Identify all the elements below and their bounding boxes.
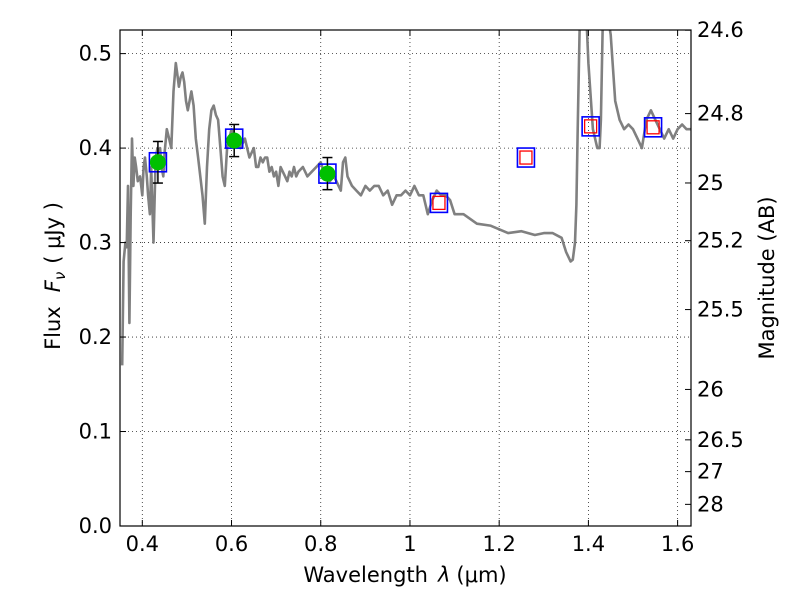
right-tick-label: 24.8 <box>697 102 744 126</box>
y-axis-title-text: Flux <box>41 306 65 350</box>
right-tick-label: 26 <box>697 377 724 401</box>
right-tick-label: 27 <box>697 460 724 484</box>
x-tick-label: 1.4 <box>572 532 605 556</box>
marker-layer <box>148 116 663 214</box>
x-ticks: 0.4 0.6 0.8 1 1.2 1.4 1.6 <box>126 30 694 556</box>
right-axis-title: Magnitude (AB) <box>755 196 779 359</box>
right-tick-label: 25.5 <box>697 298 744 322</box>
x-axis-title-text: Wavelength <box>303 563 428 587</box>
observed-point <box>319 165 336 182</box>
model-photometry-inner-box <box>646 120 660 135</box>
series-layer <box>120 30 691 366</box>
right-ticks: 24.6 24.8 25 25.2 25.5 26 26.5 27 28 <box>685 18 744 516</box>
observed-point <box>149 154 166 171</box>
observed-point <box>226 132 243 149</box>
model-photometry-box <box>643 117 663 138</box>
y-axis-title: Flux Fν ( μJy ) <box>41 202 69 350</box>
y-tick-label: 0.3 <box>79 231 112 255</box>
model-photometry-inner-box <box>583 119 598 134</box>
x-axis-title: Wavelength λ (μm) <box>303 563 506 587</box>
right-tick-label: 26.5 <box>697 428 744 452</box>
x-tick-label: 1.6 <box>661 532 694 556</box>
y-tick-label: 0.4 <box>79 136 112 160</box>
right-tick-label: 25 <box>697 171 724 195</box>
y-tick-label: 0.2 <box>79 325 112 349</box>
x-tick-label: 1 <box>403 532 416 556</box>
x-axis-title-unit: (μm) <box>456 563 506 587</box>
model-photometry-box <box>581 116 600 137</box>
y-axis-title-unit: ( μJy ) <box>41 202 65 264</box>
sed-model-line <box>120 30 691 366</box>
y-tick-label: 0.0 <box>79 514 112 538</box>
x-tick-label: 0.8 <box>304 532 337 556</box>
right-tick-label: 24.6 <box>697 18 744 42</box>
y-tick-label: 0.1 <box>79 420 112 444</box>
x-tick-label: 0.4 <box>126 532 159 556</box>
grid <box>120 30 691 527</box>
model-photometry-inner-box <box>432 195 446 211</box>
plot-frame <box>119 29 692 527</box>
x-tick-label: 1.2 <box>482 532 515 556</box>
y-tick-label: 0.5 <box>79 42 112 66</box>
right-tick-label: 25.2 <box>697 229 744 253</box>
model-photometry-box <box>516 147 536 168</box>
y-ticks: 0.0 0.1 0.2 0.3 0.4 0.5 <box>79 42 126 538</box>
y-axis-title-symbol: F <box>41 279 65 292</box>
right-tick-label: 28 <box>697 492 724 516</box>
model-photometry-inner-box <box>519 150 533 165</box>
y-axis-title-subscript: ν <box>51 272 69 280</box>
model-photometry-box <box>429 192 449 214</box>
x-tick-label: 0.6 <box>215 532 248 556</box>
x-axis-title-symbol: λ <box>437 563 450 587</box>
